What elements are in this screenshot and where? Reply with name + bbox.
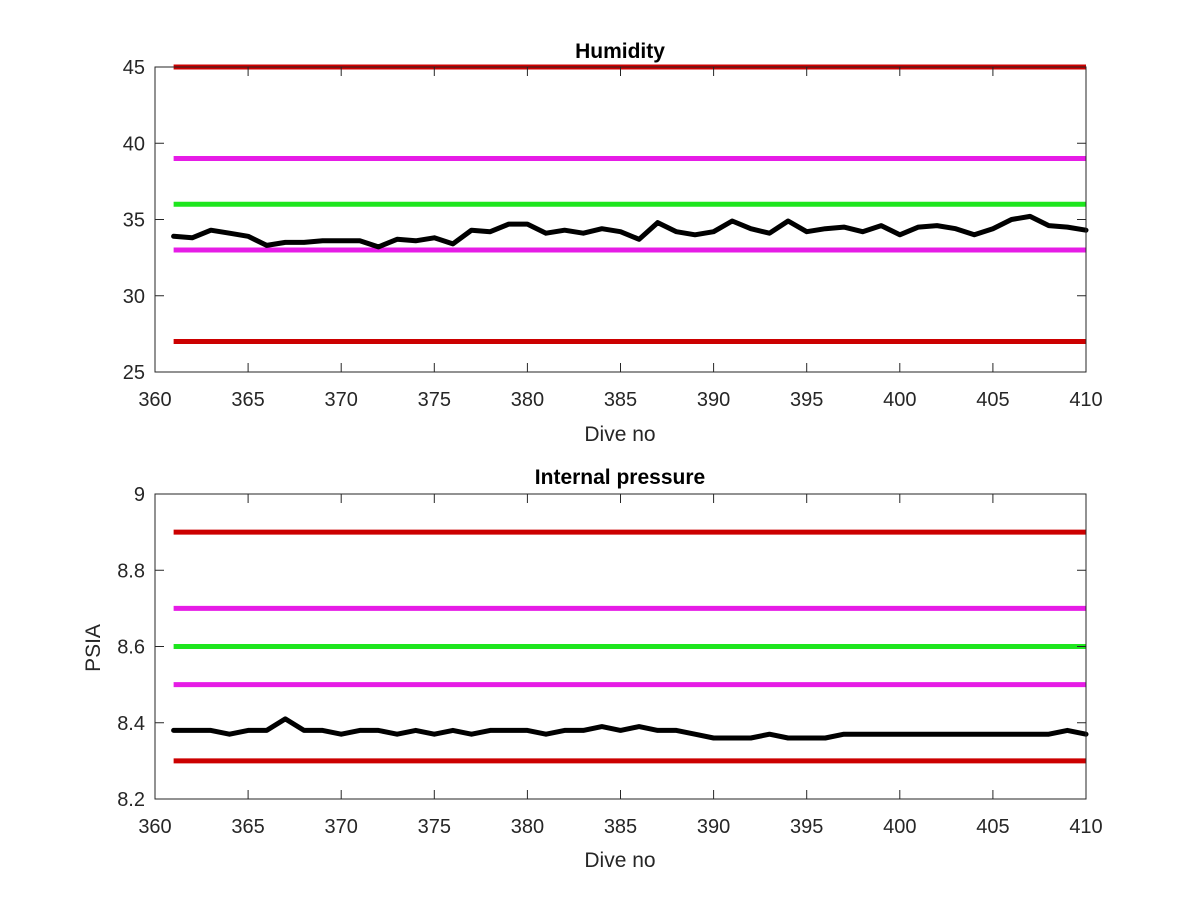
data-series [171, 213, 1089, 250]
y-tick-label: 45 [123, 57, 145, 79]
x-tick-label: 400 [883, 389, 916, 411]
x-tick-label: 360 [138, 816, 171, 838]
x-tick-label: 385 [604, 816, 637, 838]
y-axis-label: PSIA [82, 624, 105, 672]
x-tick-label: 410 [1069, 389, 1102, 411]
axes: 360 365 370 375 380 385 390 395 400 405 410 8.2 8.4 8… [117, 484, 1103, 838]
x-tick-label: 405 [976, 389, 1009, 411]
chart-title: Internal pressure [535, 466, 705, 489]
x-axis-label: Dive no [584, 849, 655, 872]
x-tick-label: 360 [138, 389, 171, 411]
x-tick-label: 390 [697, 816, 730, 838]
y-tick-label: 8.2 [117, 789, 145, 811]
x-tick-label: 400 [883, 816, 916, 838]
y-tick-label: 30 [123, 286, 145, 308]
y-tick-label: 40 [123, 133, 145, 155]
x-tick-label: 365 [231, 816, 264, 838]
y-tick-label: 8.6 [117, 637, 145, 659]
x-tick-label: 375 [418, 816, 451, 838]
subplot-humidity: Humidity 360 365 370 375 380 385 390 395 400 405 4… [123, 40, 1103, 446]
subplot-internal-pressure: Internal pressure 360 365 370 375 380 385 390 3… [82, 466, 1103, 872]
reference-lines [173, 64, 1086, 344]
x-tick-label: 405 [976, 816, 1009, 838]
x-tick-label: 365 [231, 389, 264, 411]
y-tick-label: 35 [123, 210, 145, 232]
axes: 360 365 370 375 380 385 390 395 400 405 410 25 30 35 4… [123, 57, 1103, 411]
y-tick-label: 8.4 [117, 713, 145, 735]
data-series [171, 716, 1089, 741]
axes-box [154, 66, 1087, 373]
x-tick-label: 410 [1069, 816, 1102, 838]
x-axis-label: Dive no [584, 423, 655, 446]
y-tick-label: 9 [134, 484, 145, 506]
x-tick-label: 370 [325, 816, 358, 838]
x-tick-label: 385 [604, 389, 637, 411]
series-line [171, 213, 1089, 250]
x-tick-label: 395 [790, 816, 823, 838]
x-tick-label: 390 [697, 389, 730, 411]
x-tick-label: 375 [418, 389, 451, 411]
x-tick-label: 370 [325, 389, 358, 411]
y-tick-label: 25 [123, 362, 145, 384]
y-tick-label: 8.8 [117, 560, 145, 582]
chart-title: Humidity [575, 40, 665, 63]
reference-lines [173, 529, 1086, 764]
x-tick-label: 380 [511, 389, 544, 411]
series-line [171, 716, 1089, 741]
x-tick-label: 395 [790, 389, 823, 411]
x-tick-label: 380 [511, 816, 544, 838]
